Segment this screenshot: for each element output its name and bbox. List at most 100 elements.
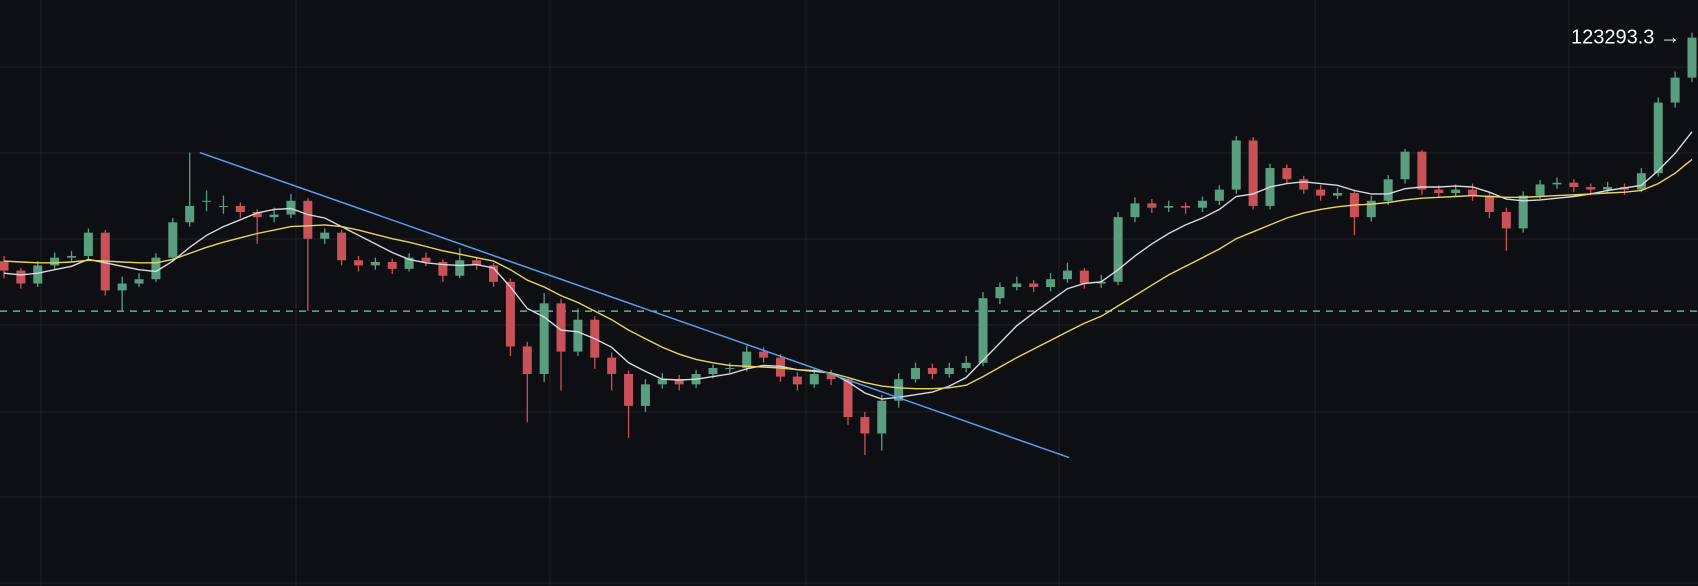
candle-body bbox=[0, 261, 9, 271]
candle-body bbox=[1062, 270, 1072, 280]
candle-body bbox=[725, 367, 735, 369]
candle-body bbox=[202, 200, 212, 202]
candle-body bbox=[1366, 200, 1376, 218]
candle-body bbox=[252, 211, 262, 218]
candle-body bbox=[185, 205, 195, 223]
candle-body bbox=[1501, 211, 1511, 229]
candle-body bbox=[168, 222, 178, 258]
candle-body bbox=[134, 279, 144, 284]
candle-body bbox=[978, 298, 988, 363]
candle-body bbox=[826, 374, 836, 380]
candle-body bbox=[1197, 200, 1207, 208]
candle-body bbox=[1653, 102, 1663, 174]
candle-body bbox=[944, 367, 954, 375]
candle-body bbox=[1299, 179, 1309, 190]
candle-body bbox=[1113, 217, 1123, 282]
candle-body bbox=[1079, 270, 1089, 284]
candle-body bbox=[370, 261, 380, 266]
candle-body bbox=[1181, 205, 1191, 208]
candle-body bbox=[843, 379, 853, 418]
candle-body bbox=[1518, 195, 1528, 229]
candle-body bbox=[472, 260, 482, 266]
candle-body bbox=[674, 379, 684, 385]
candle-body bbox=[1096, 281, 1106, 284]
candle-body bbox=[877, 400, 887, 434]
candle-body bbox=[927, 367, 937, 375]
candle-body bbox=[1046, 279, 1056, 287]
candle-body bbox=[1214, 189, 1224, 201]
candle-body bbox=[421, 257, 431, 262]
candle-body bbox=[337, 232, 347, 261]
candle-body bbox=[353, 260, 363, 266]
candle-body bbox=[83, 232, 93, 256]
candle-body bbox=[50, 257, 60, 266]
candle-body bbox=[1316, 189, 1326, 196]
candle-body bbox=[961, 362, 971, 368]
candle-body bbox=[1484, 195, 1494, 212]
candle-body bbox=[235, 205, 245, 212]
candle-body bbox=[117, 283, 127, 291]
candle-body bbox=[640, 384, 650, 406]
candle-body bbox=[1164, 205, 1174, 208]
candle-body bbox=[1569, 182, 1579, 188]
candle-body bbox=[624, 374, 634, 406]
candle-body bbox=[1231, 140, 1241, 190]
candle-body bbox=[1248, 140, 1258, 206]
candle-body bbox=[1468, 189, 1478, 196]
candle-body bbox=[742, 351, 752, 368]
candle-body bbox=[455, 260, 465, 276]
candle-body bbox=[1383, 179, 1393, 201]
candle-body bbox=[1029, 283, 1039, 287]
candle-body bbox=[1434, 189, 1444, 194]
last-price-label: 123293.3 → bbox=[1571, 26, 1680, 48]
candle-body bbox=[269, 214, 279, 218]
moving-average-line bbox=[3, 158, 1693, 390]
candle-body bbox=[1012, 283, 1022, 287]
candle-body bbox=[911, 367, 921, 380]
candle-body bbox=[1451, 189, 1461, 194]
candle-body bbox=[438, 261, 448, 276]
candle-body bbox=[708, 367, 718, 375]
candle-body bbox=[1603, 187, 1613, 190]
candle-body bbox=[1670, 77, 1680, 103]
candle-body bbox=[1636, 173, 1646, 190]
candle-body bbox=[286, 200, 296, 215]
candle-body bbox=[539, 303, 549, 375]
candle-body bbox=[320, 232, 330, 239]
plot bbox=[0, 32, 1698, 459]
candle-body bbox=[556, 303, 566, 352]
candle-body bbox=[573, 319, 583, 352]
candle-body bbox=[1282, 168, 1292, 180]
candle-body bbox=[1130, 203, 1140, 218]
candle-body bbox=[1552, 182, 1562, 185]
candle-body bbox=[809, 374, 819, 385]
candle-body bbox=[489, 265, 499, 282]
candle-body bbox=[995, 286, 1005, 299]
candle-body bbox=[607, 357, 617, 375]
candle-body bbox=[860, 417, 870, 434]
candle-body bbox=[775, 357, 785, 377]
candle-body bbox=[1535, 184, 1545, 196]
candle-body bbox=[67, 255, 77, 258]
candle-body bbox=[759, 351, 769, 358]
candle-body bbox=[1400, 151, 1410, 180]
candle-body bbox=[303, 200, 313, 239]
candle-body bbox=[1687, 37, 1697, 78]
candle-body bbox=[151, 257, 161, 280]
candle-body bbox=[792, 376, 802, 385]
candle-body bbox=[404, 257, 414, 269]
candle-body bbox=[33, 265, 43, 284]
candle-body bbox=[894, 379, 904, 401]
candle-body bbox=[387, 261, 397, 269]
candle-body bbox=[1333, 193, 1343, 196]
candle-body bbox=[505, 281, 515, 347]
trend-line bbox=[199, 151, 1070, 459]
candle-body bbox=[1147, 203, 1157, 208]
candle-body bbox=[522, 346, 532, 375]
candle-body bbox=[657, 379, 667, 385]
candle-body bbox=[1417, 151, 1427, 190]
candle-body bbox=[1586, 187, 1596, 190]
